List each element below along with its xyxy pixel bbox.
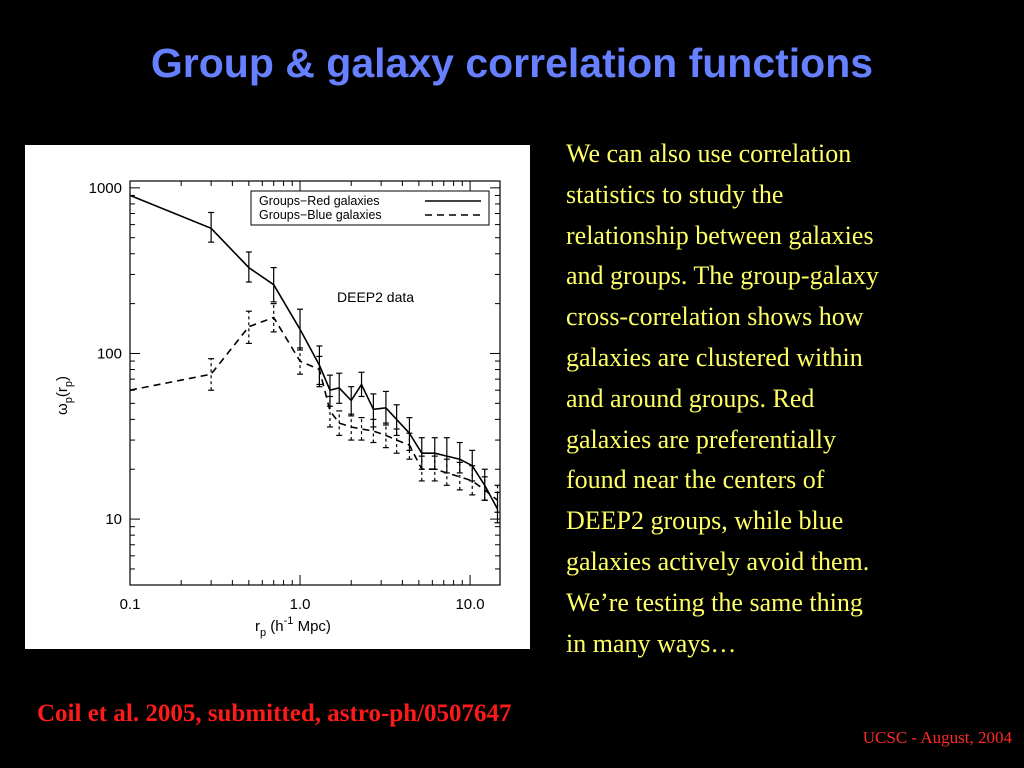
y-tick-label: 100 [97, 345, 122, 362]
x-axis-label: rp (h-1 Mpc) [255, 615, 331, 639]
footer-text: UCSC - August, 2004 [862, 728, 1012, 747]
body-text-line: cross-correlation shows how [566, 302, 864, 332]
slide-body-text: We can also use correlation statistics to… [566, 134, 1006, 664]
body-text-line: statistics to study the [566, 179, 784, 209]
legend-entry-blue-label: Groups−Blue galaxies [259, 208, 382, 222]
body-text-line: We’re testing the same thing [566, 587, 863, 617]
legend-box [250, 190, 490, 226]
series-line-blue [129, 316, 499, 501]
body-text-line: galaxies are clustered within [566, 342, 863, 372]
body-text-line: and around groups. Red [566, 383, 815, 413]
x-tick-label: 1.0 [290, 596, 311, 613]
y-tick-label: 1000 [89, 180, 122, 197]
x-tick-label: 10.0 [455, 596, 484, 613]
body-text-line: galaxies actively avoid them. [566, 546, 870, 576]
citation-text: Coil et al. 2005, submitted, astro-ph/05… [37, 700, 512, 727]
body-text-line: in many ways… [566, 628, 737, 658]
body-text-line: DEEP2 groups, while blue [566, 506, 844, 536]
body-text-line: galaxies are preferentially [566, 424, 836, 454]
body-text-line: and groups. The group-galaxy [566, 261, 879, 291]
plot-frame [129, 180, 501, 586]
chart-annotation: DEEP2 data [337, 289, 414, 305]
y-axis-label: ωp(rp) [54, 376, 75, 415]
correlation-chart: 0.1 1.0 10.0 10 100 1000 Groups−Red galaxies … [25, 145, 530, 649]
y-tick-label: 10 [105, 511, 122, 528]
body-text-line: relationship between galaxies [566, 220, 874, 250]
legend-entry-red-label: Groups−Red galaxies [259, 194, 380, 208]
body-text-line: found near the centers of [566, 465, 825, 495]
body-text-line: We can also use correlation [566, 139, 852, 168]
slide-title: Group & galaxy correlation functions [150, 40, 874, 86]
x-tick-label: 0.1 [120, 596, 141, 613]
series-line-red [129, 194, 499, 510]
